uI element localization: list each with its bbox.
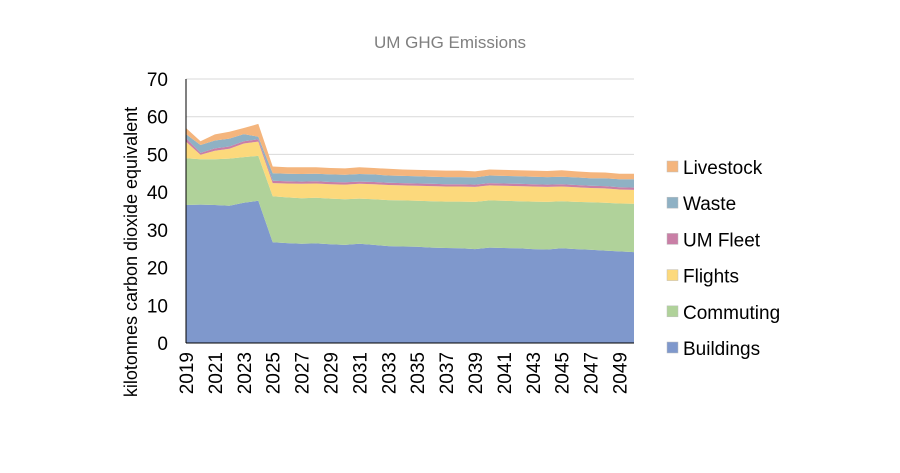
legend-swatch [666,196,679,209]
x-tick-label: 2027 [293,352,314,394]
legend-item-livestock: Livestock [666,158,763,179]
y-tick-label: 10 [147,296,168,317]
x-tick-label: 2043 [524,352,545,394]
legend-label: Waste [683,194,736,215]
area-flights [186,141,634,204]
area-waste [186,134,634,188]
x-tick-label: 2047 [582,352,603,394]
x-tick-label: 2041 [495,352,516,394]
legend-item-um-fleet: UM Fleet [666,230,761,251]
legend-swatch [666,341,679,354]
y-tick-label: 0 [157,334,168,355]
y-tick-label: 70 [147,70,168,91]
y-tick-label: 60 [147,108,168,129]
x-tick-label: 2023 [235,352,256,394]
x-tick-label: 2019 [177,352,198,394]
area-buildings [186,200,634,343]
y-tick-label: 40 [147,183,168,204]
legend-swatch [666,160,679,173]
y-tick-label: 50 [147,145,168,166]
legend-item-commuting: Commuting [666,303,780,324]
axes [185,79,634,344]
legend-label: Commuting [683,303,780,324]
chart-title: UM GHG Emissions [374,33,526,52]
legend-item-buildings: Buildings [666,339,760,360]
legend-label: UM Fleet [683,230,761,251]
x-tick-label: 2031 [350,352,371,394]
area-series [186,123,634,343]
legend-label: Flights [683,267,739,288]
x-tick-label: 2035 [408,352,429,394]
legend-swatch [666,233,679,245]
x-tick-labels: 2019 2021 2023 2025 2027 2029 2031 2033 2035 2037… [177,352,632,394]
legend-label: Buildings [683,339,760,360]
x-tick-label: 2025 [264,352,285,394]
legend-label: Livestock [683,158,763,179]
legend-item-waste: Waste [666,194,736,215]
x-tick-label: 2049 [611,352,632,394]
y-tick-labels: 0 10 20 30 40 50 60 70 [147,70,168,355]
x-tick-label: 2045 [553,352,574,394]
x-tick-label: 2033 [379,352,400,394]
x-tick-label: 2029 [322,352,343,394]
area-livestock [186,123,634,180]
x-tick-label: 2039 [466,352,487,394]
y-tick-label: 30 [147,221,168,242]
y-tick-label: 20 [147,259,168,280]
legend-swatch [666,305,679,318]
x-tick-label: 2021 [206,352,227,394]
area-commuting [186,155,634,253]
x-tick-label: 2037 [437,352,458,394]
legend-swatch [666,269,679,281]
y-axis-label: kilotonnes carbon dioxide equivalent [121,107,141,397]
legend-item-flights: Flights [666,267,739,288]
legend: Livestock Waste UM Fleet Flights Commuting Bu… [666,158,780,360]
